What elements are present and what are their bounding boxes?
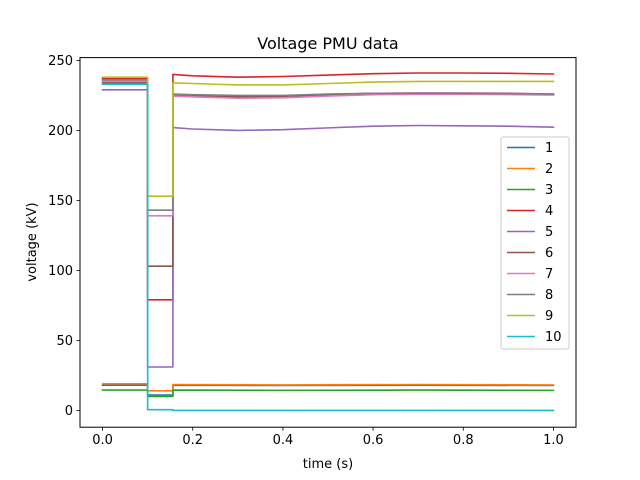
x-tick-label: 1.0: [543, 433, 564, 448]
y-axis-ticks: 0 50 100 150 200 250: [48, 54, 80, 419]
legend-label: 6: [545, 246, 553, 261]
y-tick-label: 100: [48, 264, 73, 279]
series-line-9: [101, 76, 555, 197]
legend-label: 2: [545, 162, 553, 177]
y-tick-label: 0: [65, 404, 73, 419]
series-line-8: [101, 79, 555, 211]
x-tick-label: 0.2: [182, 433, 203, 448]
legend-label: 4: [545, 204, 553, 219]
legend-label: 10: [545, 330, 562, 345]
series-layer: [101, 72, 555, 412]
legend-label: 9: [545, 309, 553, 324]
legend: 1 2 3 4 5 6 7 8 9 10: [500, 136, 570, 350]
x-axis-label: time (s): [303, 457, 353, 472]
legend-label: 5: [545, 225, 553, 240]
x-tick-label: 0.8: [453, 433, 474, 448]
series-line-7: [101, 80, 555, 217]
legend-label: 8: [545, 288, 553, 303]
series-line-4: [101, 72, 555, 301]
y-axis-label: voltage (kV): [25, 202, 40, 281]
y-tick-label: 250: [48, 54, 73, 69]
x-axis-ticks: 0.0 0.2 0.4 0.6 0.8 1.0: [92, 427, 564, 448]
series-line-5: [101, 89, 555, 368]
plot-frame: [79, 57, 577, 428]
y-tick-label: 50: [56, 334, 73, 349]
x-tick-label: 0.0: [92, 433, 113, 448]
legend-label: 3: [545, 183, 553, 198]
series-line-10: [101, 83, 555, 412]
x-tick-label: 0.4: [273, 433, 294, 448]
y-tick-label: 200: [48, 124, 73, 139]
x-tick-label: 0.6: [363, 433, 384, 448]
legend-label: 7: [545, 267, 553, 282]
chart-title: Voltage PMU data: [257, 34, 398, 53]
legend-label: 1: [545, 141, 553, 156]
y-tick-label: 150: [48, 194, 73, 209]
